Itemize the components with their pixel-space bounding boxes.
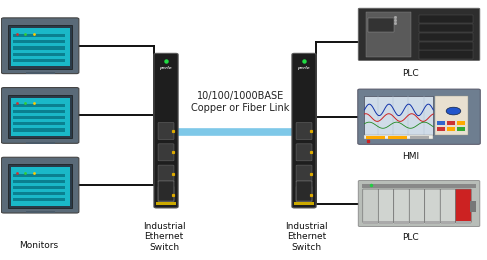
Bar (11, 28, 70, 67)
Bar (457, 121, 465, 125)
Bar (13, 40, 65, 43)
Bar (435, 96, 468, 135)
Text: perle: perle (159, 66, 171, 70)
Bar (388, 136, 407, 139)
Bar (13, 198, 65, 201)
FancyBboxPatch shape (358, 181, 480, 226)
Bar (26, 211, 55, 213)
FancyBboxPatch shape (358, 8, 480, 60)
Text: 10/100/1000BASE
Copper or Fiber Link: 10/100/1000BASE Copper or Fiber Link (191, 91, 289, 113)
Bar (26, 72, 55, 74)
Bar (470, 201, 476, 212)
FancyBboxPatch shape (378, 189, 393, 222)
Bar (447, 127, 455, 131)
Bar (13, 34, 65, 37)
Text: PLC: PLC (402, 233, 419, 242)
Bar (364, 135, 433, 139)
Bar (363, 221, 378, 224)
Bar (13, 180, 65, 183)
FancyBboxPatch shape (154, 53, 178, 208)
FancyBboxPatch shape (1, 18, 79, 74)
FancyBboxPatch shape (158, 186, 174, 203)
FancyBboxPatch shape (296, 181, 312, 201)
Text: Industrial
Ethernet
Switch: Industrial Ethernet Switch (143, 222, 186, 252)
Bar (425, 221, 440, 224)
Bar (441, 221, 455, 224)
Bar (419, 15, 472, 23)
FancyBboxPatch shape (1, 157, 79, 213)
Bar (13, 59, 65, 62)
Bar (13, 110, 65, 113)
Circle shape (446, 107, 461, 115)
Bar (410, 136, 429, 139)
Bar (394, 221, 409, 224)
Bar (410, 221, 424, 224)
FancyBboxPatch shape (296, 165, 312, 182)
Bar (366, 11, 411, 57)
FancyBboxPatch shape (394, 189, 409, 222)
Bar (447, 121, 455, 125)
Text: perle: perle (297, 66, 309, 70)
FancyBboxPatch shape (358, 89, 480, 144)
FancyBboxPatch shape (158, 122, 174, 140)
FancyBboxPatch shape (158, 181, 174, 201)
FancyBboxPatch shape (456, 189, 471, 222)
Bar (26, 141, 55, 144)
Bar (13, 128, 65, 132)
Bar (366, 136, 385, 139)
Bar (8, 25, 72, 69)
Bar (13, 53, 65, 56)
Bar (419, 33, 472, 41)
Bar (13, 174, 65, 177)
FancyBboxPatch shape (425, 189, 440, 222)
Bar (13, 192, 65, 195)
Bar (13, 186, 65, 189)
FancyBboxPatch shape (363, 189, 378, 222)
FancyBboxPatch shape (296, 144, 312, 161)
Bar (419, 24, 472, 32)
FancyBboxPatch shape (1, 88, 79, 143)
FancyBboxPatch shape (296, 186, 312, 203)
Bar (437, 121, 445, 125)
Bar (13, 104, 65, 107)
Text: Monitors: Monitors (19, 241, 58, 250)
Text: Industrial
Ethernet
Switch: Industrial Ethernet Switch (285, 222, 328, 252)
Bar (362, 184, 476, 188)
Text: HMI: HMI (402, 152, 419, 161)
Bar (13, 116, 65, 119)
Bar (8, 164, 72, 208)
Bar (419, 50, 472, 59)
Bar (368, 18, 394, 32)
Bar (379, 221, 393, 224)
Bar (13, 122, 65, 125)
FancyBboxPatch shape (409, 189, 425, 222)
FancyBboxPatch shape (158, 165, 174, 182)
Bar (8, 95, 72, 138)
Bar (437, 127, 445, 131)
FancyBboxPatch shape (158, 144, 174, 161)
FancyBboxPatch shape (296, 122, 312, 140)
FancyBboxPatch shape (440, 189, 456, 222)
FancyBboxPatch shape (292, 53, 316, 208)
Bar (11, 98, 70, 136)
Bar (364, 96, 433, 135)
Bar (156, 202, 176, 205)
Bar (457, 127, 465, 131)
Text: PLC: PLC (402, 69, 419, 77)
Bar (294, 202, 314, 205)
Bar (419, 42, 472, 50)
Bar (11, 167, 70, 206)
Bar (13, 47, 65, 50)
Bar (456, 221, 471, 224)
